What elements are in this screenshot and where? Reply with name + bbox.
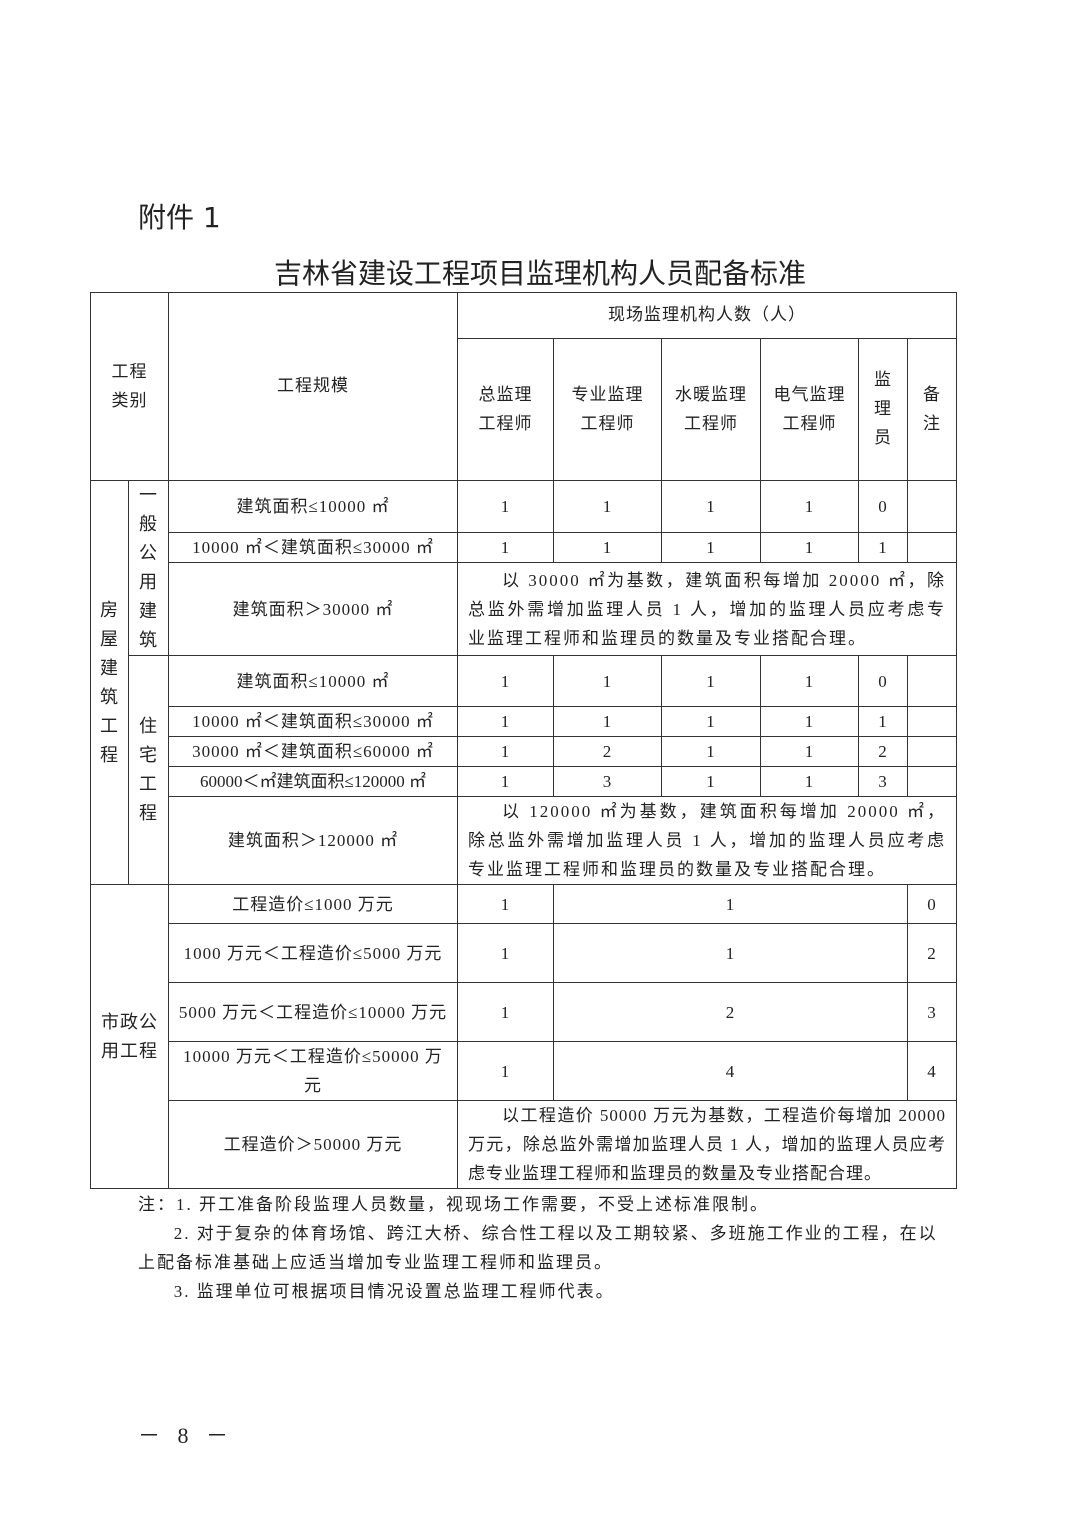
value-cell: 1 (661, 766, 761, 797)
remark-cell (906, 532, 958, 563)
page-number: － 8 － (138, 1423, 235, 1448)
header-inspector: 监理员 (858, 338, 908, 481)
value-cell: 1 (760, 706, 859, 737)
category-building: 房屋建筑工程 (90, 480, 129, 885)
scale-cell: 30000 ㎡＜建筑面积≤60000 ㎡ (168, 736, 458, 767)
remark-cell (906, 480, 958, 533)
note-2: 2. 对于复杂的体育场馆、跨江大桥、综合性工程以及工期较紧、多班施工作业的工程，… (138, 1224, 938, 1272)
value-cell: 1 (661, 736, 761, 767)
scale-cell: 10000 ㎡＜建筑面积≤30000 ㎡ (168, 532, 458, 563)
attachment-label: 附件 1 (138, 201, 221, 234)
value-cell: 2 (553, 736, 662, 767)
rule-note: 以工程造价 50000 万元为基数，工程造价每增加 20000 万元，除总监外需… (456, 1100, 958, 1189)
value-cell: 0 (906, 884, 958, 924)
scale-cell: 1000 万元＜工程造价≤5000 万元 (168, 923, 458, 983)
scale-cell: 建筑面积＞120000 ㎡ (168, 796, 458, 885)
header-remarks: 备注 (906, 338, 958, 481)
note-1: 注：1. 开工准备阶段监理人员数量，视现场工作需要，不受上述标准限制。 (138, 1195, 769, 1214)
note-3: 3. 监理单位可根据项目情况设置总监理工程师代表。 (173, 1282, 615, 1301)
header-electrical: 电气监理工程师 (760, 338, 859, 481)
value-cell: 2 (906, 923, 958, 983)
value-cell: 1 (553, 532, 662, 563)
value-cell: 1 (457, 884, 554, 924)
value-cell: 3 (858, 766, 908, 797)
remark-cell (906, 766, 958, 797)
value-cell: 0 (858, 480, 908, 533)
header-group: 现场监理机构人数（人） (456, 292, 958, 339)
value-cell: 1 (760, 480, 859, 533)
value-cell: 0 (858, 655, 908, 707)
value-cell: 1 (457, 982, 554, 1042)
value-cell: 1 (760, 532, 859, 563)
value-cell: 3 (553, 766, 662, 797)
document-title: 吉林省建设工程项目监理机构人员配备标准 (273, 257, 806, 290)
value-cell: 1 (457, 736, 554, 767)
value-cell: 2 (553, 982, 908, 1042)
remark-cell (906, 655, 958, 707)
value-cell: 1 (457, 655, 554, 707)
value-cell: 1 (553, 923, 908, 983)
header-hvac: 水暖监理工程师 (661, 338, 761, 481)
rule-note: 以 120000 ㎡为基数，建筑面积每增加 20000 ㎡，除总监外需增加监理人… (456, 796, 958, 885)
value-cell: 1 (760, 766, 859, 797)
scale-cell: 建筑面积≤10000 ㎡ (168, 655, 458, 707)
header-scale: 工程规模 (168, 292, 458, 481)
value-cell: 1 (553, 884, 908, 924)
scale-cell: 5000 万元＜工程造价≤10000 万元 (168, 982, 458, 1042)
remark-cell (906, 736, 958, 767)
scale-cell: 10000 万元＜工程造价≤50000 万元 (168, 1041, 458, 1101)
header-category: 工程类别 (90, 292, 169, 481)
scale-cell: 建筑面积＞30000 ㎡ (168, 562, 458, 656)
subcategory-residential: 住宅工程 (128, 655, 169, 885)
scale-cell: 工程造价≤1000 万元 (168, 884, 458, 924)
category-municipal: 市政公用工程 (90, 884, 169, 1189)
remark-cell (906, 706, 958, 737)
value-cell: 1 (858, 706, 908, 737)
value-cell: 1 (457, 1041, 554, 1101)
value-cell: 1 (553, 706, 662, 737)
value-cell: 1 (457, 923, 554, 983)
value-cell: 2 (858, 736, 908, 767)
value-cell: 1 (858, 532, 908, 563)
scale-cell: 10000 ㎡＜建筑面积≤30000 ㎡ (168, 706, 458, 737)
subcategory-public: 一般公用建筑 (128, 480, 169, 656)
value-cell: 1 (553, 480, 662, 533)
header-chief: 总监理工程师 (457, 338, 554, 481)
value-cell: 1 (661, 480, 761, 533)
value-cell: 1 (661, 532, 761, 563)
value-cell: 1 (661, 706, 761, 737)
header-specialist: 专业监理工程师 (553, 338, 662, 481)
value-cell: 1 (760, 655, 859, 707)
value-cell: 4 (906, 1041, 958, 1101)
rule-note: 以 30000 ㎡为基数，建筑面积每增加 20000 ㎡，除总监外需增加监理人员… (456, 562, 958, 656)
notes: 注：1. 开工准备阶段监理人员数量，视现场工作需要，不受上述标准限制。 2. 对… (138, 1190, 943, 1306)
staffing-table: 工程类别 工程规模 现场监理机构人数（人） 总监理工程师 专业监理工程师 水暖监… (90, 292, 958, 1189)
value-cell: 3 (906, 982, 958, 1042)
scale-cell: 建筑面积≤10000 ㎡ (168, 480, 458, 533)
scale-cell: 工程造价＞50000 万元 (168, 1100, 458, 1189)
value-cell: 1 (760, 736, 859, 767)
scale-cell: 60000＜㎡建筑面积≤120000 ㎡ (168, 766, 458, 797)
value-cell: 1 (457, 766, 554, 797)
value-cell: 1 (457, 480, 554, 533)
value-cell: 4 (553, 1041, 908, 1101)
value-cell: 1 (457, 532, 554, 563)
value-cell: 1 (553, 655, 662, 707)
value-cell: 1 (457, 706, 554, 737)
value-cell: 1 (661, 655, 761, 707)
